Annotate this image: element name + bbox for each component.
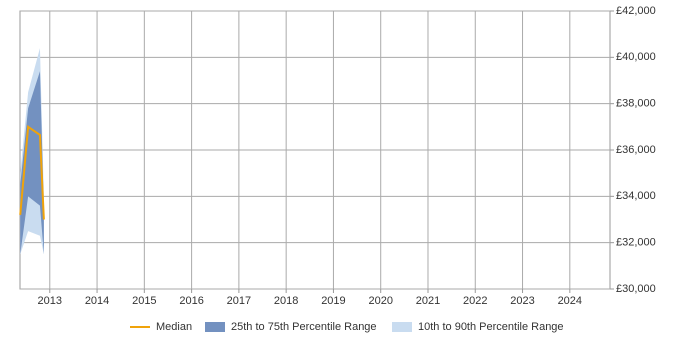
- x-tick-label: 2018: [274, 295, 298, 307]
- x-tick-label: 2024: [558, 295, 582, 307]
- legend-swatch: [392, 322, 412, 332]
- x-tick-label: 2013: [38, 295, 62, 307]
- x-tick-label: 2022: [463, 295, 487, 307]
- median-line: [19, 125, 45, 220]
- y-tick-label: £40,000: [616, 51, 656, 63]
- x-tick-label: 2016: [179, 295, 203, 307]
- y-tick-label: £30,000: [616, 283, 656, 295]
- range-band: [20, 71, 44, 255]
- legend-label: 10th to 90th Percentile Range: [418, 321, 564, 333]
- x-tick-label: 2023: [510, 295, 534, 307]
- y-tick-label: £38,000: [616, 98, 656, 110]
- x-tick-label: 2017: [227, 295, 251, 307]
- legend-swatch: [205, 322, 225, 332]
- x-tick-label: 2015: [132, 295, 156, 307]
- x-tick-label: 2020: [368, 295, 392, 307]
- y-tick-label: £32,000: [616, 237, 656, 249]
- y-tick-label: £36,000: [616, 144, 656, 156]
- x-tick-label: 2021: [416, 295, 440, 307]
- y-tick-label: £42,000: [616, 5, 656, 17]
- x-tick-label: 2014: [85, 295, 109, 307]
- y-tick-label: £34,000: [616, 190, 656, 202]
- legend-label: Median: [156, 321, 192, 333]
- legend-label: 25th to 75th Percentile Range: [231, 321, 377, 333]
- x-tick-label: 2019: [321, 295, 345, 307]
